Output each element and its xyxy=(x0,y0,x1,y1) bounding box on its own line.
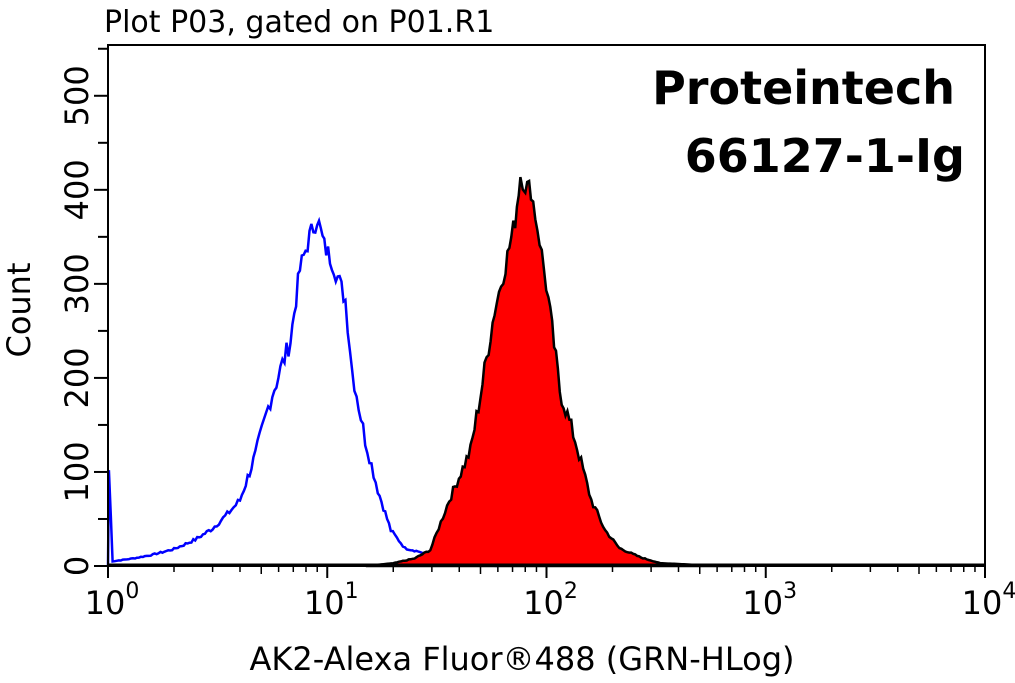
x-tick-label: 103 xyxy=(742,579,797,622)
y-tick-label: 500 xyxy=(58,65,96,126)
y-tick-label: 0 xyxy=(58,556,96,576)
x-tick-label: 100 xyxy=(85,579,140,622)
plot-area xyxy=(106,176,985,568)
y-axis: 0 100 200 300 400 500 xyxy=(58,47,108,576)
x-tick-label: 104 xyxy=(962,579,1015,622)
catalog-number-label: 66127-1-Ig xyxy=(685,129,965,183)
brand-label: Proteintech xyxy=(652,61,955,115)
y-tick-label: 100 xyxy=(58,441,96,502)
control-histogram-line xyxy=(106,216,498,568)
sample-histogram-fill xyxy=(365,176,745,568)
y-axis-label: Count xyxy=(0,262,38,357)
chart-title: Plot P03, gated on P01.R1 xyxy=(104,5,494,40)
x-tick-label: 102 xyxy=(523,579,578,622)
y-tick-label: 400 xyxy=(58,159,96,220)
x-axis-label: AK2-Alexa Fluor®488 (GRN-HLog) xyxy=(250,640,795,678)
x-axis: 100 101 102 103 104 xyxy=(85,566,1015,622)
x-tick-label: 101 xyxy=(304,579,359,622)
y-tick-label: 300 xyxy=(58,253,96,314)
y-tick-label: 200 xyxy=(58,347,96,408)
